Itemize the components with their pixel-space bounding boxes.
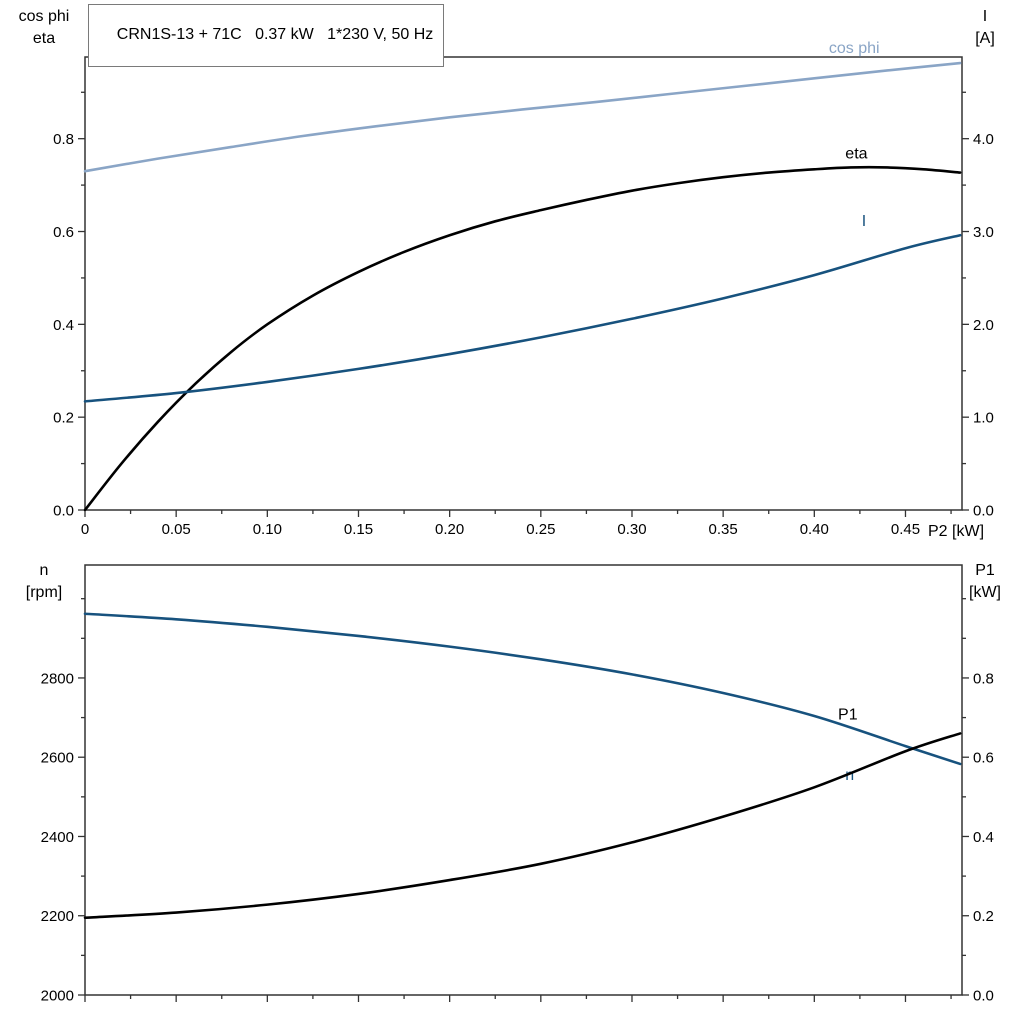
x-tick-label: 0.30	[617, 521, 646, 538]
left-tick-label: 2400	[41, 829, 74, 846]
left-tick-label: 2000	[41, 988, 74, 1005]
x-tick-label: 0.25	[526, 521, 555, 538]
axis-label-p1-unit: [kW]	[969, 583, 1001, 601]
plot-frame	[84, 56, 963, 511]
axis-label-p1: P1	[975, 562, 995, 579]
x-tick-label: 0.15	[344, 521, 373, 538]
right-tick-label: 4.0	[973, 131, 994, 148]
chart-top-electrical: 0 0.05 0.10 0.15 0.20 0.25 0.30 0.35 0.40 0.45 0.0…	[53, 40, 994, 538]
left-tick-label: 2800	[41, 670, 74, 687]
x-tick-label: 0.05	[162, 521, 191, 538]
curve-label-n: n	[845, 767, 854, 784]
curve-label-p1: P1	[838, 707, 858, 724]
chart-title-box: CRN1S-13 + 71C 0.37 kW 1*230 V, 50 Hz	[88, 4, 445, 67]
axis-label-current: I	[982, 8, 988, 25]
right-tick-label: 1.0	[973, 410, 994, 427]
top-right-axis-title: I [A]	[954, 6, 1016, 49]
top-left-axis-title: cos phi eta	[6, 6, 82, 49]
axis-label-speed-unit: [rpm]	[25, 583, 63, 601]
x-tick-label: 0.10	[253, 521, 282, 538]
bottom-right-axis-title: P1 [kW]	[952, 560, 1018, 603]
right-tick-label: 0.8	[973, 670, 994, 687]
left-tick-label: 2600	[41, 750, 74, 767]
curve-p1	[83, 732, 962, 920]
axis-label-eta: eta	[32, 29, 56, 47]
curve-eta	[83, 165, 962, 512]
left-tick-label: 2200	[41, 908, 74, 925]
plot-frame	[84, 564, 963, 996]
x-tick-label: 0.35	[709, 521, 738, 538]
curve-label-eta: eta	[845, 146, 867, 163]
curve-n	[83, 612, 962, 766]
axis-label-cos-phi: cos phi	[18, 8, 70, 25]
right-tick-label: 0.2	[973, 908, 994, 925]
x-tick-label: 0	[81, 521, 89, 538]
x-tick-label: 0.20	[435, 521, 464, 538]
left-tick-label: 0.8	[53, 131, 74, 148]
left-tick-label: 0.4	[53, 317, 74, 334]
chart-bottom-speed-power: 2000 2200 2400 2600 2800 0.0 0.2 0.4 0.6 0.8 n P1	[41, 564, 994, 1005]
curve-label-cos-phi: cos phi	[829, 40, 880, 57]
curve-label-i: I	[862, 213, 866, 230]
x-axis-title: P2 [kW]	[928, 523, 985, 540]
right-tick-label: 0.0	[973, 988, 994, 1005]
right-tick-label: 3.0	[973, 224, 994, 241]
bottom-left-axis-title: n [rpm]	[6, 560, 82, 603]
axis-label-current-unit: [A]	[975, 29, 995, 47]
axis-label-speed: n	[39, 562, 49, 579]
left-tick-label: 0.2	[53, 410, 74, 427]
right-tick-label: 2.0	[973, 317, 994, 334]
left-tick-label: 0.0	[53, 503, 74, 520]
left-tick-label: 0.6	[53, 224, 74, 241]
curve-i	[83, 233, 962, 403]
right-tick-label: 0.0	[973, 503, 994, 520]
curve-cos-phi	[83, 61, 962, 173]
chart-title: CRN1S-13 + 71C 0.37 kW 1*230 V, 50 Hz	[116, 26, 434, 43]
right-tick-label: 0.6	[973, 750, 994, 767]
x-tick-label: 0.40	[800, 521, 829, 538]
right-tick-label: 0.4	[973, 829, 994, 846]
x-tick-label: 0.45	[891, 521, 920, 538]
